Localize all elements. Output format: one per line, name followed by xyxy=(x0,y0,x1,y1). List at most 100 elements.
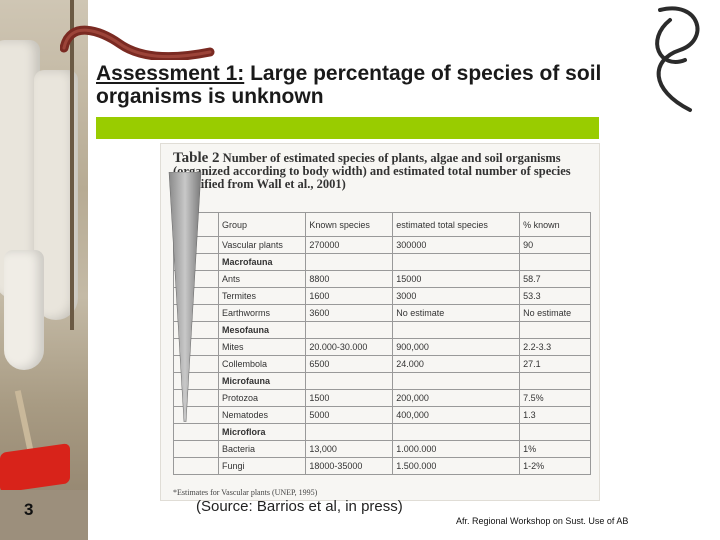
header-pct: % known xyxy=(519,212,591,237)
cell-total: No estimate xyxy=(392,304,521,322)
cell-pct xyxy=(519,372,591,390)
cell-total: 1.500.000 xyxy=(392,457,521,475)
stand-pole xyxy=(70,0,74,330)
cell-known xyxy=(305,253,394,271)
table-row: Bacteria 13,000 1.000.000 1% xyxy=(173,440,591,458)
cell-known: 13,000 xyxy=(305,440,394,458)
cell-group: Ants xyxy=(217,270,307,288)
cell-pct: 2.2-3.3 xyxy=(519,338,591,356)
cell-pct: 1% xyxy=(519,440,591,458)
title-label: Assessment 1: xyxy=(96,62,245,85)
table-row: Ants 8800 15000 58.7 xyxy=(173,270,591,288)
cell-group: Vascular plants xyxy=(217,236,307,254)
title-line2: organisms is unknown xyxy=(96,85,324,108)
cell-pct: 27.1 xyxy=(519,355,591,373)
cell-group: Microfauna xyxy=(217,372,307,390)
earthworm-icon xyxy=(60,25,215,60)
species-table: Size Group Known species estimated total… xyxy=(173,212,591,475)
cell-known: 6500 xyxy=(305,355,394,373)
cell-pct: 1-2% xyxy=(519,457,591,475)
cell-total: 24.000 xyxy=(392,355,521,373)
table-footnote: *Estimates for Vascular plants (UNEP, 19… xyxy=(173,488,318,497)
table-figure: Table 2 Number of estimated species of p… xyxy=(160,143,600,501)
cell-pct xyxy=(519,321,591,339)
table-caption-label: Table 2 xyxy=(173,150,220,166)
source-citation: (Source: Barrios et al, in press) xyxy=(196,498,403,515)
cell-total: 900,000 xyxy=(392,338,521,356)
nematode-icon xyxy=(655,6,700,112)
cell-known: 20.000-30.000 xyxy=(305,338,394,356)
table-caption: Table 2 Number of estimated species of p… xyxy=(173,150,593,191)
cell-pct xyxy=(519,253,591,271)
cell-group: Macrofauna xyxy=(217,253,307,271)
table-group-header-row: Macrofauna xyxy=(173,253,591,271)
cell-pct: 58.7 xyxy=(519,270,591,288)
cell-known xyxy=(305,321,394,339)
table-header-row: Size Group Known species estimated total… xyxy=(173,212,591,237)
table-body: Vascular plants 270000 300000 90 Macrofauna A… xyxy=(173,236,591,475)
cell-group: Termites xyxy=(217,287,307,305)
cell-group: Bacteria xyxy=(217,440,307,458)
cell-known: 18000-35000 xyxy=(305,457,394,475)
table-row: Collembola 6500 24.000 27.1 xyxy=(173,355,591,373)
size-cell xyxy=(173,457,219,475)
table-group-header-row: Microflora xyxy=(173,423,591,441)
slide-number: 3 xyxy=(24,500,34,519)
cell-total: 200,000 xyxy=(392,389,521,407)
table-row: Mites 20.000-30.000 900,000 2.2-3.3 xyxy=(173,338,591,356)
table-row: Fungi 18000-35000 1.500.000 1-2% xyxy=(173,457,591,475)
cell-pct: 1.3 xyxy=(519,406,591,424)
cell-group: Earthworms xyxy=(217,304,307,322)
header-known: Known species xyxy=(305,212,394,237)
cell-known: 1500 xyxy=(305,389,394,407)
cell-total xyxy=(392,372,521,390)
cell-known: 5000 xyxy=(305,406,394,424)
cell-pct xyxy=(519,423,591,441)
cell-group: Nematodes xyxy=(217,406,307,424)
funnel xyxy=(4,250,44,370)
cell-known xyxy=(305,372,394,390)
cell-group: Microflora xyxy=(217,423,307,441)
table-caption-text: Number of estimated species of plants, a… xyxy=(173,151,571,191)
cell-total xyxy=(392,321,521,339)
table-group-header-row: Mesofauna xyxy=(173,321,591,339)
table-row: Earthworms 3600 No estimate No estimate xyxy=(173,304,591,322)
cell-known: 1600 xyxy=(305,287,394,305)
cell-pct: 53.3 xyxy=(519,287,591,305)
cell-known: 3600 xyxy=(305,304,394,322)
cell-pct: 7.5% xyxy=(519,389,591,407)
workshop-footer: Afr. Regional Workshop on Sust. Use of A… xyxy=(456,516,629,526)
cell-group: Collembola xyxy=(217,355,307,373)
table-group-header-row: Microfauna xyxy=(173,372,591,390)
cell-total: 15000 xyxy=(392,270,521,288)
header-total: estimated total species xyxy=(392,212,521,237)
cell-total: 300000 xyxy=(392,236,521,254)
cell-known: 8800 xyxy=(305,270,394,288)
cell-total: 1.000.000 xyxy=(392,440,521,458)
soil-sampling-photo xyxy=(0,0,88,540)
size-cell xyxy=(173,440,219,458)
ground xyxy=(0,490,88,540)
cell-group: Mesofauna xyxy=(217,321,307,339)
cell-group: Mites xyxy=(217,338,307,356)
cell-total: 400,000 xyxy=(392,406,521,424)
cell-group: Fungi xyxy=(217,457,307,475)
table-row: Nematodes 5000 400,000 1.3 xyxy=(173,406,591,424)
body-size-taper-icon xyxy=(168,172,202,422)
cell-total xyxy=(392,253,521,271)
cell-total: 3000 xyxy=(392,287,521,305)
cell-pct: No estimate xyxy=(519,304,591,322)
size-cell xyxy=(173,423,219,441)
cell-known xyxy=(305,423,394,441)
table-row: Protozoa 1500 200,000 7.5% xyxy=(173,389,591,407)
red-tray xyxy=(0,443,70,493)
slide-title: Assessment 1: Large percentage of specie… xyxy=(96,62,696,108)
table-row: Termites 1600 3000 53.3 xyxy=(173,287,591,305)
cell-known: 270000 xyxy=(305,236,394,254)
cell-group: Protozoa xyxy=(217,389,307,407)
header-group: Group xyxy=(217,212,307,237)
accent-bar xyxy=(96,117,599,139)
title-rest: Large percentage of species of soil xyxy=(244,62,602,85)
cell-total xyxy=(392,423,521,441)
cell-pct: 90 xyxy=(519,236,591,254)
